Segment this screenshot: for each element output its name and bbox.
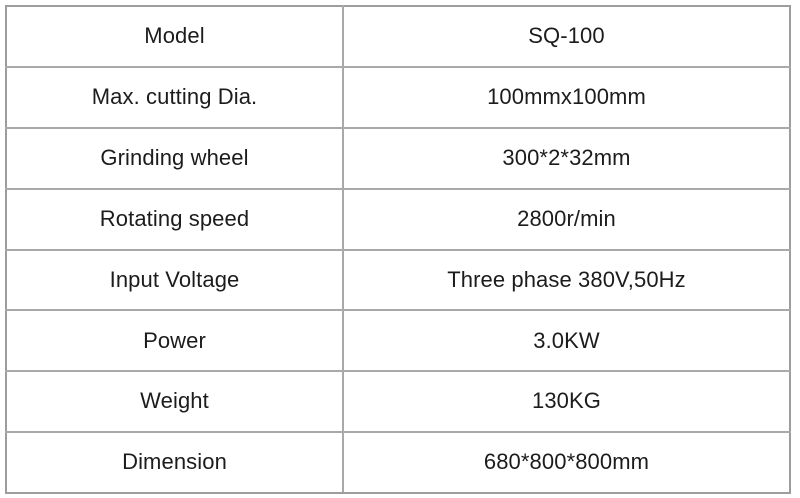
- spec-parameter-cell: Grinding wheel: [5, 126, 344, 190]
- spec-value-cell: 680*800*800mm: [342, 431, 791, 494]
- spec-value-cell: 100mmx100mm: [342, 65, 791, 129]
- table-row: Max. cutting Dia. 100mmx100mm: [5, 65, 791, 129]
- specification-table: Model SQ-100 Max. cutting Dia. 100mmx100mm G…: [5, 5, 791, 494]
- specification-table-body: Model SQ-100 Max. cutting Dia. 100mmx100mm G…: [5, 5, 791, 494]
- spec-parameter-cell: Dimension: [5, 431, 344, 494]
- spec-value-cell: Three phase 380V,50Hz: [342, 248, 791, 312]
- spec-value-cell: SQ-100: [342, 5, 791, 68]
- table-row: Input Voltage Three phase 380V,50Hz: [5, 248, 791, 312]
- table-row: Model SQ-100: [5, 5, 791, 68]
- spec-value-cell: 2800r/min: [342, 187, 791, 251]
- spec-value-cell: 130KG: [342, 370, 791, 434]
- table-row: Weight 130KG: [5, 370, 791, 434]
- spec-value-cell: 300*2*32mm: [342, 126, 791, 190]
- table-row: Grinding wheel 300*2*32mm: [5, 126, 791, 190]
- specification-table-container: Model SQ-100 Max. cutting Dia. 100mmx100mm G…: [5, 5, 791, 494]
- spec-parameter-cell: Power: [5, 309, 344, 373]
- spec-parameter-cell: Max. cutting Dia.: [5, 65, 344, 129]
- table-row: Power 3.0KW: [5, 309, 791, 373]
- spec-parameter-cell: Model: [5, 5, 344, 68]
- spec-value-cell: 3.0KW: [342, 309, 791, 373]
- spec-parameter-cell: Input Voltage: [5, 248, 344, 312]
- spec-parameter-cell: Rotating speed: [5, 187, 344, 251]
- table-row: Dimension 680*800*800mm: [5, 431, 791, 494]
- table-row: Rotating speed 2800r/min: [5, 187, 791, 251]
- spec-parameter-cell: Weight: [5, 370, 344, 434]
